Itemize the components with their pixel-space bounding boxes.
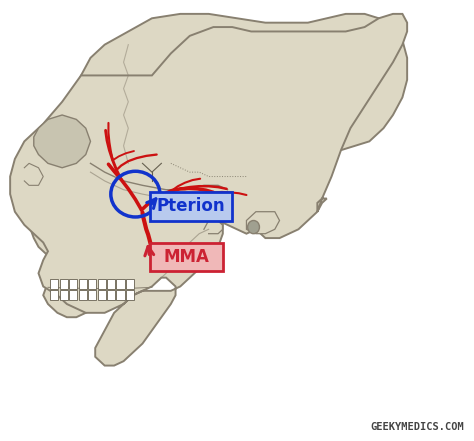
Bar bbox=[88, 279, 96, 289]
Ellipse shape bbox=[247, 220, 259, 234]
Bar bbox=[98, 290, 106, 299]
Polygon shape bbox=[10, 14, 407, 366]
Bar bbox=[60, 290, 68, 299]
Text: MMA: MMA bbox=[163, 248, 209, 266]
Bar bbox=[79, 290, 87, 299]
Bar bbox=[50, 290, 58, 299]
Bar bbox=[50, 279, 58, 289]
FancyBboxPatch shape bbox=[150, 192, 232, 220]
Text: Pterion: Pterion bbox=[156, 197, 225, 215]
Polygon shape bbox=[246, 212, 280, 234]
Polygon shape bbox=[24, 75, 171, 317]
Bar bbox=[107, 290, 115, 299]
Bar bbox=[69, 279, 77, 289]
FancyBboxPatch shape bbox=[150, 243, 223, 271]
Polygon shape bbox=[34, 115, 91, 168]
Bar bbox=[126, 290, 134, 299]
Bar bbox=[69, 290, 77, 299]
Bar bbox=[79, 279, 87, 289]
Bar bbox=[88, 290, 96, 299]
Bar bbox=[126, 279, 134, 289]
Polygon shape bbox=[76, 14, 407, 172]
Bar bbox=[98, 279, 106, 289]
Bar bbox=[117, 290, 125, 299]
Bar bbox=[117, 279, 125, 289]
Bar bbox=[60, 279, 68, 289]
Text: GEEKYMEDICS.COM: GEEKYMEDICS.COM bbox=[370, 422, 464, 431]
Bar bbox=[107, 279, 115, 289]
